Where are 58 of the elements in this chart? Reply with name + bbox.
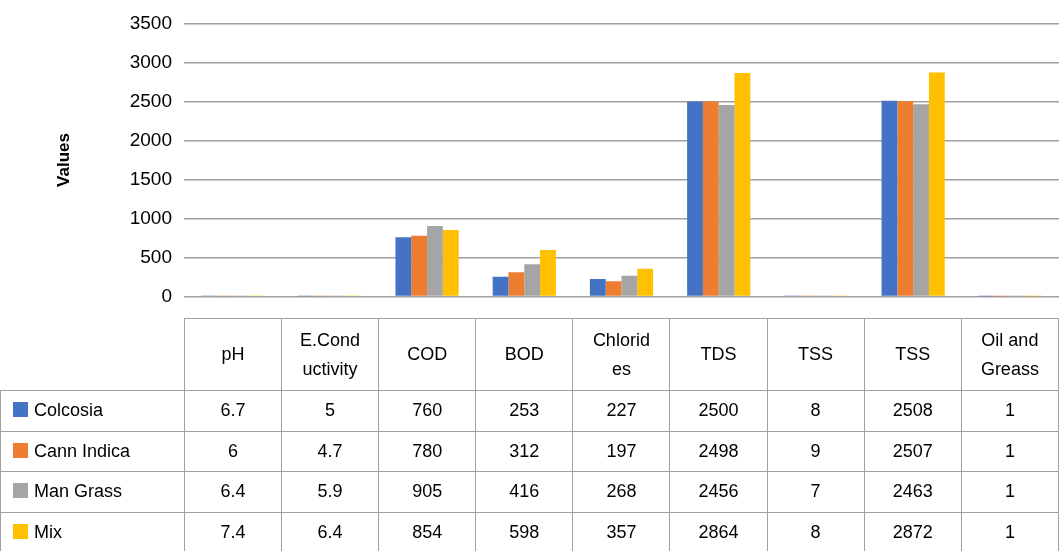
data-label: 197	[572, 431, 670, 472]
data-label: 1	[961, 431, 1059, 472]
data-label: 780	[378, 431, 476, 472]
data-label: 8	[767, 390, 865, 431]
data-label: 9	[767, 431, 865, 472]
x-tick-label: Oil and Greass	[961, 318, 1059, 391]
data-label: 5	[281, 390, 379, 431]
data-label: 760	[378, 390, 476, 431]
x-tick-label: pH	[184, 318, 282, 391]
data-label: 6.4	[184, 471, 282, 512]
data-label: 2872	[864, 512, 962, 551]
data-label: 2508	[864, 390, 962, 431]
data-label: 2507	[864, 431, 962, 472]
data-label: 1	[961, 471, 1059, 512]
y-tick-label: 3500	[129, 11, 172, 33]
data-label: 416	[475, 471, 573, 512]
y-tick-label: 1000	[129, 206, 172, 228]
data-label: 253	[475, 390, 573, 431]
data-label: 227	[572, 390, 670, 431]
x-tick-label: E.Conductivity	[281, 318, 379, 391]
y-tick-label: 2000	[129, 128, 172, 150]
data-label: 1	[961, 512, 1059, 551]
x-tick-label: COD	[378, 318, 476, 391]
data-label: 8	[767, 512, 865, 551]
data-label: 6	[184, 431, 282, 472]
legend-label: Mix	[0, 512, 185, 551]
y-tick-label: 500	[140, 245, 172, 267]
data-label: 5.9	[281, 471, 379, 512]
legend-label: Colcosia	[0, 390, 185, 431]
data-label: 6.4	[281, 512, 379, 551]
x-tick-label: TSS	[767, 318, 865, 391]
data-label: 2463	[864, 471, 962, 512]
x-tick-label: TSS	[864, 318, 962, 391]
data-label: 1	[961, 390, 1059, 431]
y-axis-title: Values	[53, 133, 73, 187]
data-label: 312	[475, 431, 573, 472]
legend-label: Man Grass	[0, 471, 185, 512]
data-label: 2864	[669, 512, 768, 551]
legend-label: Cann Indica	[0, 431, 185, 472]
data-label: 4.7	[281, 431, 379, 472]
data-label: 357	[572, 512, 670, 551]
x-tick-label: Chlorides	[572, 318, 670, 391]
y-tick-label: 3000	[129, 50, 172, 72]
data-label: 268	[572, 471, 670, 512]
data-label: 2456	[669, 471, 768, 512]
data-label: 7	[767, 471, 865, 512]
x-tick-label: TDS	[669, 318, 768, 391]
y-tick-label: 2500	[129, 89, 172, 111]
y-tick-label: 0	[161, 284, 172, 306]
data-label: 2500	[669, 390, 768, 431]
data-label: 2498	[669, 431, 768, 472]
data-label: 854	[378, 512, 476, 551]
x-tick-label: BOD	[475, 318, 573, 391]
data-label: 7.4	[184, 512, 282, 551]
y-tick-label: 1500	[129, 167, 172, 189]
data-label: 6.7	[184, 390, 282, 431]
data-label: 598	[475, 512, 573, 551]
data-label: 905	[378, 471, 476, 512]
